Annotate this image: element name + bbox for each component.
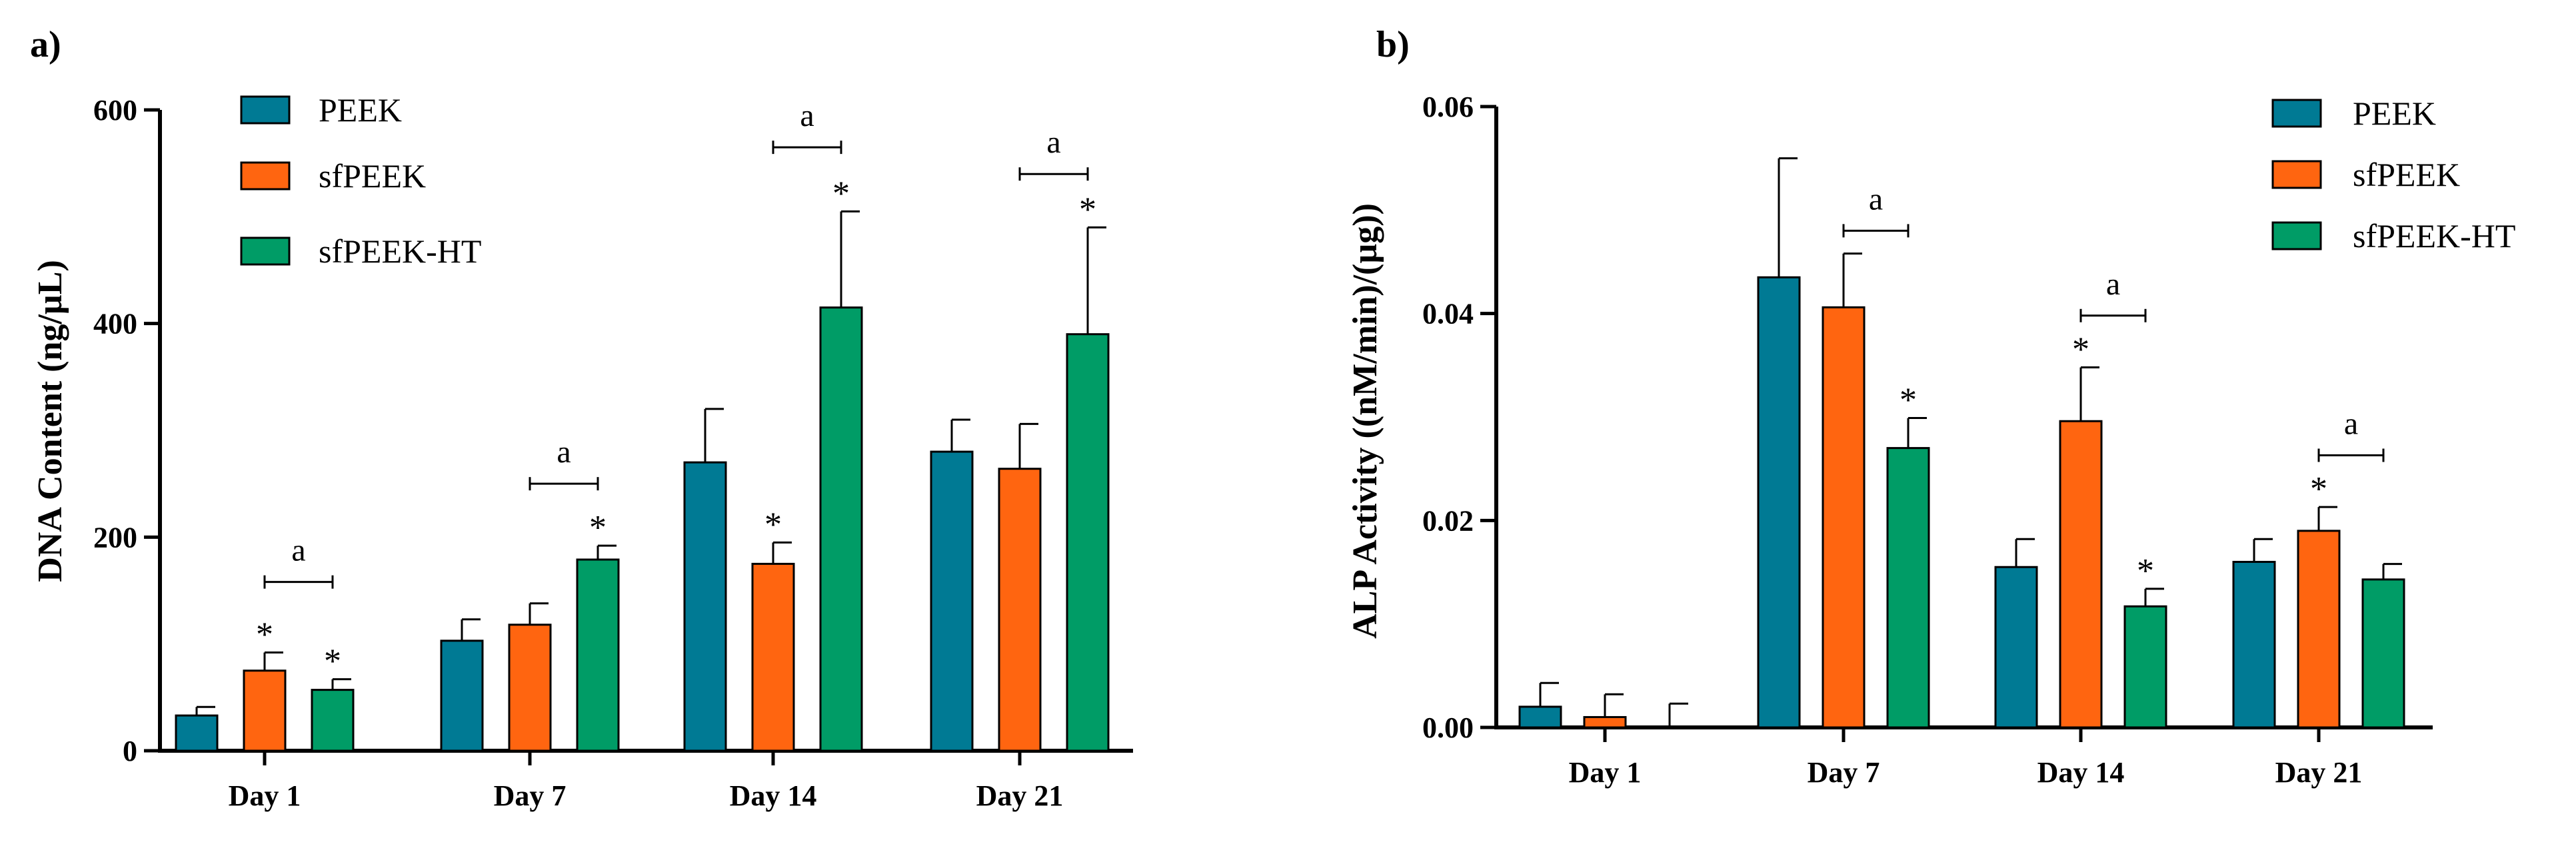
panel-b-significance-letter: a bbox=[2106, 266, 2120, 302]
panel-b-y-axis-title: ALP Activity ((nM/min)/(µg)) bbox=[1346, 203, 1384, 639]
panel-a-significance-star: * bbox=[324, 643, 341, 681]
panel-a-significance-star: * bbox=[764, 506, 782, 544]
panel-b-bar bbox=[1822, 306, 1866, 729]
panel-a-bar bbox=[1066, 333, 1110, 752]
panel-b-legend: PEEK sfPEEK sfPEEK-HT bbox=[2271, 95, 2515, 254]
panel-b-y-tick-label: 0.02 bbox=[1422, 504, 1474, 537]
panel-a-significance-star: * bbox=[832, 175, 850, 212]
panel-a-x-tick-label: Day 21 bbox=[976, 779, 1064, 812]
panel-a-label: a) bbox=[30, 24, 61, 65]
panel-a-bar bbox=[576, 558, 620, 752]
panel-b-significance-star: * bbox=[2072, 330, 2089, 368]
panel-a-significance-letter: a bbox=[800, 98, 814, 133]
panel-b-legend-swatch bbox=[2271, 160, 2322, 189]
panel-a-significance-star: * bbox=[1079, 191, 1096, 228]
panel-b-significance-star: * bbox=[1900, 382, 1917, 420]
panel-b-plot-area: 0.00 0.02 0.04 0.06 Day 1 Day 7 Day 14 Day 21 * *… bbox=[1422, 91, 2433, 789]
panel-a-bar bbox=[998, 468, 1042, 752]
panel-b-legend-label: sfPEEK-HT bbox=[2353, 217, 2515, 254]
panel-a-plot-area: 0 200 400 600 Day 1 Day 7 Day 14 Day 21 * * * * * * a a… bbox=[93, 94, 1133, 812]
panel-a-bar bbox=[683, 461, 727, 752]
panel-b-label: b) bbox=[1376, 24, 1410, 65]
panel-b-bar bbox=[1583, 715, 1627, 729]
panel-b-legend-swatch bbox=[2271, 221, 2322, 250]
panel-b-y-tick-label: 0.06 bbox=[1422, 91, 1474, 123]
panel-b-legend-label: PEEK bbox=[2353, 95, 2436, 132]
panel-a-y-tick-label: 600 bbox=[93, 94, 137, 127]
panel-b: b) ALP Activity ((nM/min)/(µg)) 0.00 0.02… bbox=[1346, 24, 2515, 789]
panel-a-significance-star: * bbox=[256, 616, 273, 653]
panel-a-significance-letter: a bbox=[1046, 125, 1060, 160]
panel-a-bar bbox=[930, 450, 974, 752]
panel-b-significance-star: * bbox=[2310, 470, 2327, 508]
panel-b-bar bbox=[1757, 276, 1801, 729]
panel-a-legend-swatch bbox=[240, 236, 291, 266]
panel-b-bar bbox=[2361, 578, 2405, 729]
panel-a-legend-swatch bbox=[240, 95, 291, 125]
panel-b-significance-letter: a bbox=[1869, 181, 1883, 216]
panel-b-bar bbox=[1886, 447, 1930, 729]
panel-a-bar bbox=[243, 669, 287, 752]
panel-b-x-tick-label: Day 21 bbox=[2275, 756, 2363, 789]
panel-a-bar bbox=[819, 306, 863, 752]
panel-b-y-tick-label: 0.00 bbox=[1422, 711, 1474, 744]
panel-a-bar bbox=[311, 689, 355, 752]
panel-a-bar bbox=[175, 714, 219, 752]
panel-b-legend-swatch bbox=[2271, 99, 2322, 128]
panel-a-bar bbox=[751, 562, 795, 752]
panel-a-x-tick-label: Day 7 bbox=[494, 779, 567, 812]
panel-a-legend-label: PEEK bbox=[319, 91, 402, 129]
panel-a-y-axis-title: DNA Content (ng/µL) bbox=[31, 260, 69, 582]
panel-a-significance-letter: a bbox=[291, 533, 305, 568]
panel-a-bar bbox=[508, 624, 552, 752]
panel-b-bar bbox=[1994, 566, 2038, 729]
panel-a-x-tick-label: Day 1 bbox=[229, 779, 301, 812]
panel-b-significance-letter: a bbox=[2344, 406, 2358, 441]
panel-b-significance-star: * bbox=[2137, 552, 2154, 590]
panel-b-y-tick-label: 0.04 bbox=[1422, 298, 1474, 330]
panel-a-y-tick-label: 400 bbox=[93, 308, 137, 340]
panel-b-bar bbox=[2297, 530, 2341, 729]
panel-a: a) DNA Content (ng/µL) 0 200 400 600 Day 1 Da… bbox=[30, 24, 1133, 812]
panel-b-bar bbox=[2059, 420, 2103, 729]
panel-a-y-tick-label: 200 bbox=[93, 521, 137, 554]
panel-a-legend-label: sfPEEK-HT bbox=[319, 232, 481, 270]
panel-a-legend: PEEK sfPEEK sfPEEK-HT bbox=[240, 91, 481, 270]
panel-b-bar bbox=[2123, 605, 2167, 729]
panel-a-x-tick-label: Day 14 bbox=[730, 779, 817, 812]
panel-a-legend-label: sfPEEK bbox=[319, 157, 426, 195]
panel-b-legend-label: sfPEEK bbox=[2353, 156, 2460, 193]
panel-a-significance-letter: a bbox=[557, 434, 571, 470]
panel-b-x-tick-label: Day 1 bbox=[1569, 756, 1642, 789]
panel-b-bar bbox=[1518, 705, 1562, 729]
panel-a-significance-star: * bbox=[589, 509, 607, 547]
panel-b-x-tick-label: Day 14 bbox=[2037, 756, 2125, 789]
panel-a-y-tick-label: 0 bbox=[123, 735, 137, 767]
panel-a-legend-swatch bbox=[240, 161, 291, 191]
panel-b-bar bbox=[2232, 560, 2276, 729]
panel-a-bar bbox=[440, 639, 484, 752]
panel-b-x-tick-label: Day 7 bbox=[1808, 756, 1880, 789]
